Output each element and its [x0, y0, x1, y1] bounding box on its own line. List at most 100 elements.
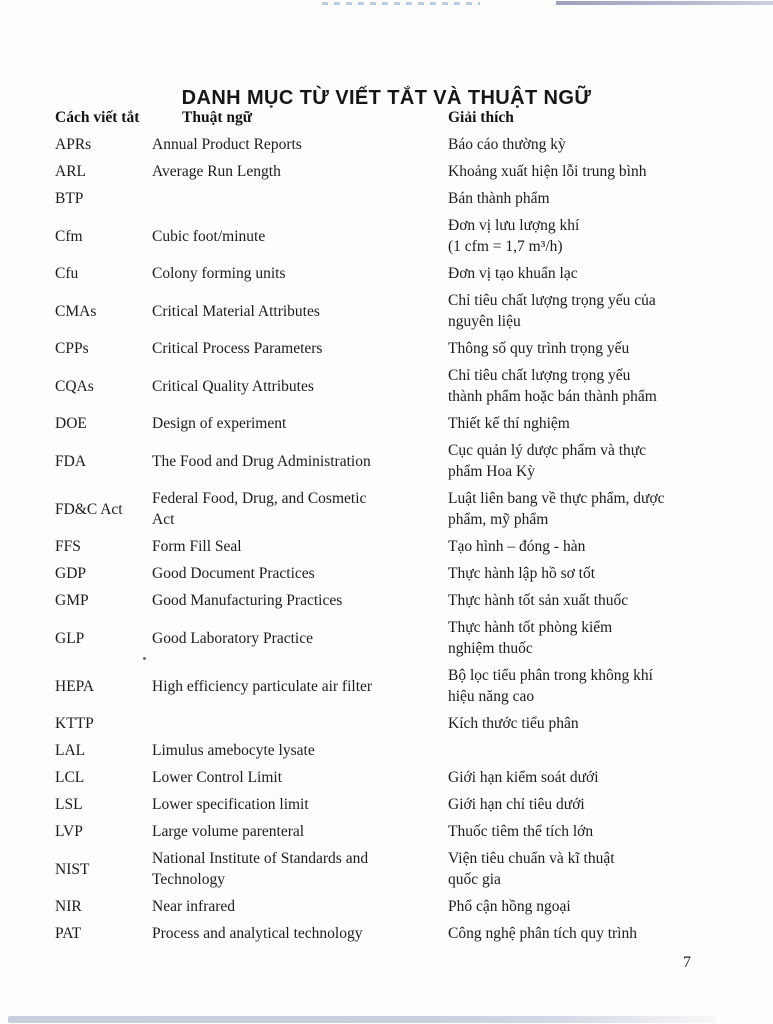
table-row: GDP Good Document Practices Thực hành lậ…: [55, 563, 717, 584]
abbreviation-cell: DOE: [55, 415, 87, 432]
explanation-cell: Giới hạn chỉ tiêu dưới: [448, 796, 585, 813]
explanation-cell: Báo cáo thường kỳ: [448, 136, 566, 153]
page-title: DANH MỤC TỪ VIẾT TẮT VÀ THUẬT NGỮ: [181, 87, 592, 110]
explanation-cell: Đơn vị lưu lượng khí (1 cfm = 1,7 m³/h): [448, 217, 580, 255]
scan-bottom-bar-artifact: [8, 1016, 716, 1023]
table-row: Cfm Cubic foot/minute Đơn vị lưu lượng k…: [55, 215, 717, 257]
scan-top-line-artifact: [556, 1, 773, 5]
abbreviation-cell: APRs: [55, 136, 92, 153]
abbreviation-cell: FFS: [55, 538, 81, 555]
abbreviation-cell: Cfu: [55, 265, 79, 282]
table-row: NIST National Institute of Standards and…: [55, 848, 717, 890]
abbreviation-cell: BTP: [55, 190, 84, 207]
abbreviation-cell: GLP: [55, 629, 85, 647]
abbreviation-cell: NIST: [55, 860, 90, 878]
table-row: HEPA High efficiency particulate air fil…: [55, 665, 717, 707]
explanation-cell: Thực hành tốt phòng kiểm nghiệm thuốc: [448, 619, 613, 657]
term-cell: Critical Material Attributes: [152, 302, 320, 320]
term-cell: Average Run Length: [152, 163, 281, 180]
abbreviation-cell: NIR: [55, 898, 82, 915]
abbreviation-cell: KTTP: [55, 715, 94, 732]
abbreviation-cell: GDP: [55, 565, 87, 582]
table-row: LVP Large volume parenteral Thuốc tiêm t…: [55, 821, 717, 842]
explanation-cell: Chỉ tiêu chất lượng trọng yếu thành phẩm…: [448, 367, 657, 405]
term-cell: Good Manufacturing Practices: [152, 592, 343, 609]
table-row: NIR Near infrared Phổ cận hồng ngoại: [55, 896, 717, 917]
scan-dot-artifact: [143, 657, 146, 660]
table-row: LCL Lower Control Limit Giới hạn kiểm so…: [55, 767, 717, 788]
explanation-cell: Phổ cận hồng ngoại: [448, 898, 571, 915]
abbreviation-table: Cách viết tắt Thuật ngữ Giải thích APRs …: [55, 107, 717, 944]
term-cell: Form Fill Seal: [152, 538, 242, 555]
term-cell: Good Document Practices: [152, 565, 315, 582]
table-row: APRs Annual Product Reports Báo cáo thườ…: [55, 134, 717, 155]
table-row: BTP Bán thành phẩm: [55, 188, 717, 209]
term-cell: High efficiency particulate air filter: [152, 677, 373, 695]
column-header-term: Thuật ngữ: [182, 109, 253, 126]
term-cell: Good Laboratory Practice: [152, 629, 313, 647]
table-header-row: Cách viết tắt Thuật ngữ Giải thích: [55, 107, 717, 128]
term-cell: Large volume parenteral: [152, 823, 305, 840]
explanation-cell: Công nghệ phân tích quy trình: [448, 925, 637, 942]
column-header-explanation: Giải thích: [448, 109, 514, 126]
term-cell: Limulus amebocyte lysate: [152, 742, 315, 759]
page-number: 7: [683, 954, 691, 971]
column-header-abbreviation: Cách viết tắt: [55, 109, 140, 126]
abbreviation-cell: LAL: [55, 742, 86, 759]
explanation-cell: Thiết kế thí nghiệm: [448, 415, 570, 432]
table-row: LAL Limulus amebocyte lysate: [55, 740, 717, 761]
term-cell: Colony forming units: [152, 265, 286, 282]
abbreviation-cell: HEPA: [55, 677, 95, 695]
term-cell: Lower Control Limit: [152, 769, 283, 786]
term-cell: Annual Product Reports: [152, 136, 302, 153]
abbreviation-cell: CPPs: [55, 340, 89, 357]
table-row: GLP Good Laboratory Practice Thực hành t…: [55, 617, 717, 659]
table-row: FDA The Food and Drug Administration Cục…: [55, 440, 717, 482]
explanation-cell: Khoảng xuất hiện lỗi trung bình: [448, 163, 647, 180]
abbreviation-cell: CQAs: [55, 377, 94, 395]
explanation-cell: Giới hạn kiểm soát dưới: [448, 769, 599, 786]
table-row: DOE Design of experiment Thiết kế thí ng…: [55, 413, 717, 434]
term-cell: Design of experiment: [152, 415, 287, 432]
table-row: FD&C Act Federal Food, Drug, and Cosmeti…: [55, 488, 717, 530]
abbreviation-cell: ARL: [55, 163, 86, 180]
explanation-cell: Chỉ tiêu chất lượng trọng yếu của nguyên…: [448, 292, 656, 330]
term-cell: The Food and Drug Administration: [152, 452, 371, 470]
term-cell: Federal Food, Drug, and Cosmetic Act: [152, 490, 367, 528]
explanation-cell: Cục quản lý dược phẩm và thực phẩm Hoa K…: [448, 442, 647, 480]
explanation-cell: Bán thành phẩm: [448, 190, 550, 207]
explanation-cell: Thông số quy trình trọng yếu: [448, 340, 630, 357]
explanation-cell: Thực hành lập hồ sơ tốt: [448, 565, 596, 582]
abbreviation-cell: FDA: [55, 452, 87, 470]
term-cell: Critical Process Parameters: [152, 340, 323, 357]
abbreviation-cell: GMP: [55, 592, 89, 609]
table-row: KTTP Kích thước tiểu phân: [55, 713, 717, 734]
explanation-cell: Thuốc tiêm thể tích lớn: [448, 823, 594, 840]
term-cell: Near infrared: [152, 898, 236, 915]
abbreviation-cell: Cfm: [55, 227, 83, 245]
table-row: CMAs Critical Material Attributes Chỉ ti…: [55, 290, 717, 332]
abbreviation-cell: LVP: [55, 823, 83, 840]
table-row: Cfu Colony forming units Đơn vị tạo khuẩ…: [55, 263, 717, 284]
explanation-cell: Kích thước tiểu phân: [448, 715, 579, 732]
abbreviation-cell: FD&C Act: [55, 500, 123, 518]
explanation-cell: Thực hành tốt sản xuất thuốc: [448, 592, 629, 609]
scan-top-dash-artifact: [322, 2, 480, 5]
term-cell: Lower specification limit: [152, 796, 309, 813]
table-row: LSL Lower specification limit Giới hạn c…: [55, 794, 717, 815]
table-row: CQAs Critical Quality Attributes Chỉ tiê…: [55, 365, 717, 407]
abbreviation-cell: PAT: [55, 925, 82, 942]
explanation-cell: Viện tiêu chuẩn và kĩ thuật quốc gia: [448, 850, 615, 888]
term-cell: Process and analytical technology: [152, 925, 363, 942]
explanation-cell: Luật liên bang về thực phẩm, dược phẩm, …: [448, 490, 665, 528]
table-row: FFS Form Fill Seal Tạo hình – đóng - hàn: [55, 536, 717, 557]
table-row: ARL Average Run Length Khoảng xuất hiện …: [55, 161, 717, 182]
explanation-cell: Đơn vị tạo khuẩn lạc: [448, 265, 578, 282]
term-cell: Cubic foot/minute: [152, 227, 266, 245]
explanation-cell: Tạo hình – đóng - hàn: [448, 538, 586, 555]
table-row: CPPs Critical Process Parameters Thông s…: [55, 338, 717, 359]
abbreviation-cell: LSL: [55, 796, 83, 813]
term-cell: Critical Quality Attributes: [152, 377, 314, 395]
table-row: PAT Process and analytical technology Cô…: [55, 923, 717, 944]
